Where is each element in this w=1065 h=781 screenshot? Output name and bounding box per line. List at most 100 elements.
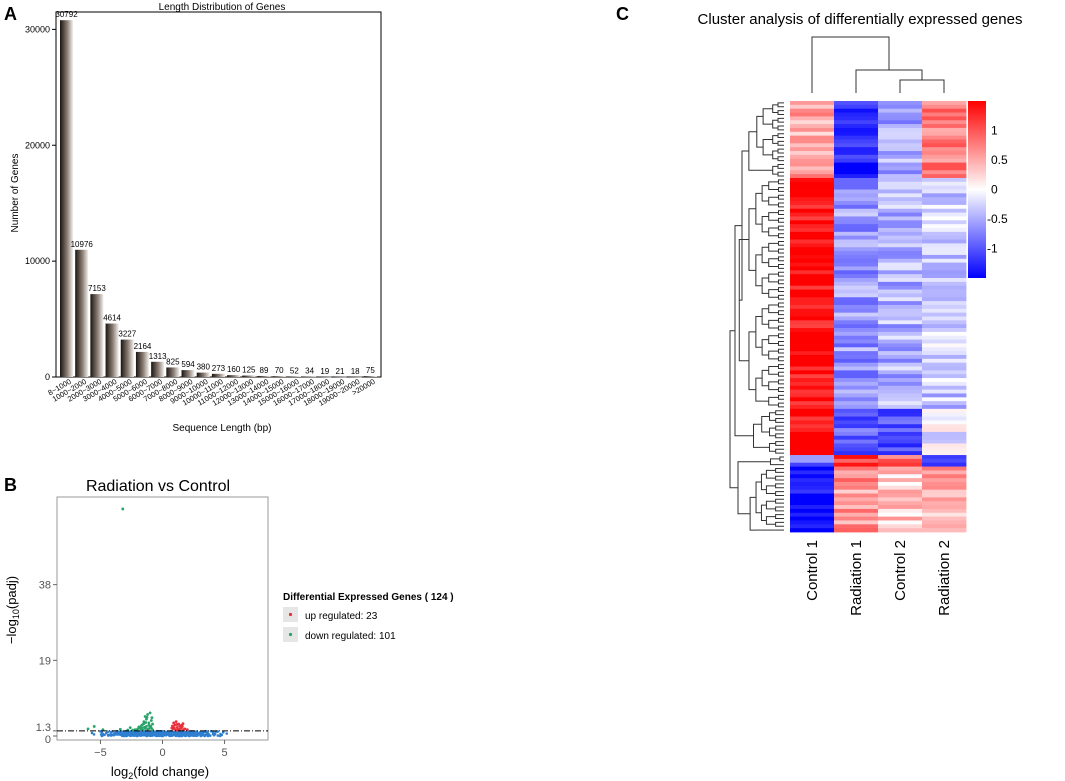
heatmap-cell-84-3	[922, 424, 967, 429]
heatmap-cell-44-3	[922, 270, 967, 275]
heatmap-cell-17-0	[790, 166, 835, 171]
row-dendrogram-branch-1-0-2	[777, 187, 784, 192]
column-label-1: Radiation 1	[848, 540, 865, 616]
heatmap-cell-43-2	[878, 266, 923, 271]
heatmap-cell-23-2	[878, 189, 923, 194]
heatmap-cell-104-2	[878, 501, 923, 506]
heatmap-cell-7-0	[790, 127, 835, 133]
heatmap-cell-35-2	[878, 235, 923, 240]
heatmap-cell-34-2	[878, 231, 923, 237]
colorbar	[968, 101, 986, 278]
heatmap-cell-53-3	[922, 304, 967, 310]
heatmap-cell-12-3	[922, 147, 967, 152]
heatmap-cell-93-2	[878, 458, 923, 464]
ns-point-113	[221, 731, 225, 734]
row-dendrogram-branch-0-0-14	[777, 156, 784, 162]
heatmap-cell-81-0	[790, 412, 835, 417]
heatmap-cell-42-0	[790, 262, 835, 267]
heatmap-cell-62-0	[790, 339, 835, 344]
bar-20	[363, 376, 377, 377]
heatmap-cell-107-3	[922, 512, 967, 518]
heatmap-cell-98-2	[878, 478, 923, 483]
ns-point-435	[152, 733, 155, 737]
heatmap-cell-27-2	[878, 204, 923, 210]
bar-value-label-15: 52	[290, 366, 299, 375]
heatmap-cell-39-1	[834, 251, 879, 256]
heatmap-cell-3-2	[878, 112, 923, 117]
heatmap-cell-23-0	[790, 189, 835, 194]
heatmap-cell-104-0	[790, 501, 835, 506]
heatmap-cell-19-2	[878, 174, 923, 179]
heatmap-cell-63-0	[790, 343, 835, 348]
heatmap-cell-46-2	[878, 278, 923, 283]
chart-b-ylabel: −log10(padj)	[4, 576, 21, 644]
heatmap-cell-89-3	[922, 443, 967, 448]
row-dendrogram-branch-1-2-12	[761, 369, 769, 387]
row-dendrogram-branch-4-2-2	[760, 504, 767, 521]
heatmap-cell-34-0	[790, 231, 835, 237]
bar-3	[105, 323, 119, 377]
heatmap-cell-85-3	[922, 428, 967, 433]
bar-4	[120, 339, 134, 377]
heatmap-cell-92-0	[790, 455, 835, 460]
heatmap-cell-25-2	[878, 197, 923, 202]
row-dendrogram-branch-1-2-2	[761, 215, 769, 233]
heatmap-cell-5-1	[834, 120, 879, 125]
row-dendrogram-branch-1-0-46	[777, 356, 784, 362]
bar-13	[257, 375, 271, 377]
heatmap-cell-99-2	[878, 481, 923, 487]
heatmap-cell-47-3	[922, 281, 967, 287]
heatmap-cell-83-2	[878, 420, 923, 425]
chart-b-frame	[56, 496, 269, 741]
heatmap-cell-111-2	[878, 528, 923, 533]
colorbar-tick-label-4: -1	[987, 242, 998, 256]
heatmap-cell-32-3	[922, 224, 967, 229]
heatmap-cell-83-0	[790, 420, 835, 425]
heatmap-cell-30-0	[790, 216, 835, 221]
heatmap-cell-50-2	[878, 293, 923, 298]
heatmap-cell-73-2	[878, 381, 923, 387]
row-dendrogram-branch-0-2-2	[762, 138, 773, 156]
bar-value-label-6: 1313	[149, 352, 167, 361]
row-dendrogram-branch-1-1-0	[768, 181, 779, 191]
heatmap-cell-110-2	[878, 524, 923, 529]
heatmap-cell-36-2	[878, 239, 923, 244]
heatmap-cell-24-2	[878, 193, 923, 198]
heatmap-cell-98-1	[834, 478, 879, 483]
heatmap-cell-75-3	[922, 389, 967, 394]
heatmap-cell-14-2	[878, 154, 923, 160]
bar-6	[151, 361, 165, 377]
heatmap-cell-64-1	[834, 347, 879, 352]
column-label-2: Control 2	[892, 540, 909, 601]
heatmap-cell-54-2	[878, 308, 923, 314]
column-label-3: Radiation 2	[936, 540, 953, 616]
ns-point-384	[218, 734, 222, 738]
ns-point-299	[109, 730, 113, 734]
heatmap-cell-48-0	[790, 285, 835, 290]
heatmap-cell-52-1	[834, 301, 879, 306]
row-dendrogram-branch-1-2-10	[761, 339, 769, 356]
bar-value-label-9: 380	[197, 363, 211, 372]
heatmap-cell-5-3	[922, 120, 967, 125]
heatmap-cell-24-0	[790, 193, 835, 198]
heatmap-cell-46-1	[834, 278, 879, 283]
heatmap-cell-59-3	[922, 328, 967, 333]
heatmap-cell-102-1	[834, 493, 879, 498]
heatmap-cell-67-0	[790, 358, 835, 364]
heatmap-cell-2-1	[834, 108, 879, 113]
heatmap-cell-57-1	[834, 320, 879, 325]
row-dendrogram-branch-0-0-16	[777, 163, 784, 169]
heatmap-cell-54-1	[834, 308, 879, 314]
heatmap-cell-79-2	[878, 405, 923, 410]
heatmap-cell-77-1	[834, 397, 879, 402]
row-dendrogram-branch-2-0-10	[775, 448, 784, 454]
row-dendrogram-branch-1-2-8	[761, 308, 769, 325]
heatmap-cell-36-0	[790, 239, 835, 244]
ns-point-474	[147, 733, 151, 737]
legend-swatch-down	[288, 632, 293, 637]
heatmap-cell-65-2	[878, 351, 923, 356]
ns-point-300	[208, 734, 212, 737]
heatmap-cell-67-2	[878, 358, 923, 364]
ns-point-383	[188, 734, 192, 737]
heatmap-cell-81-3	[922, 412, 967, 417]
